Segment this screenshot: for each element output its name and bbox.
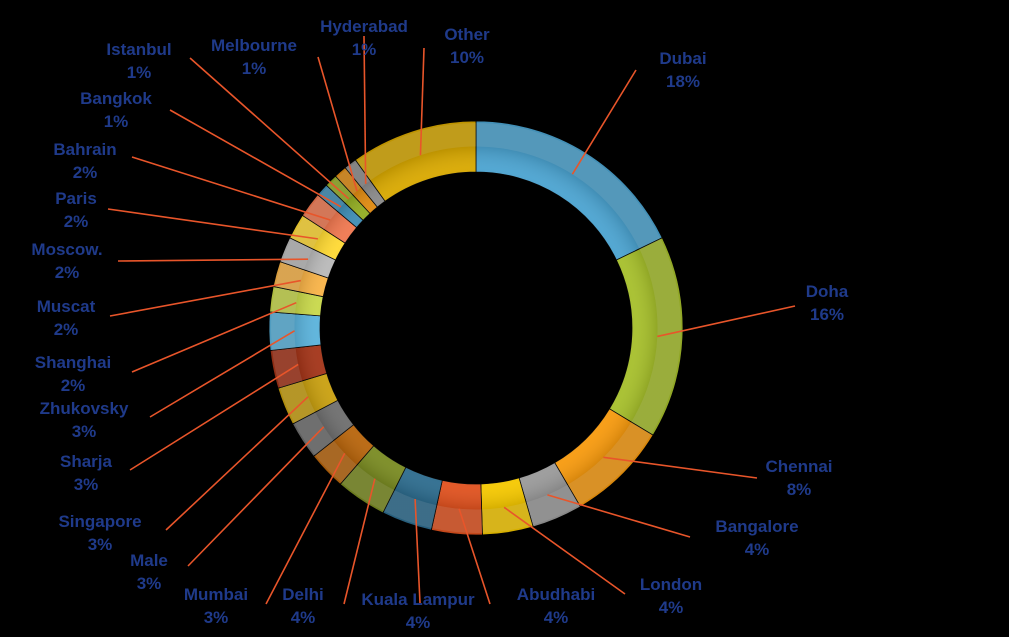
- slice-label-doha: Doha: [806, 282, 849, 301]
- label-group: Dubai 18% Doha 16% Chennai 8% Bangalore 4% Londo…: [31, 17, 848, 632]
- leader-line-delhi: [343, 478, 376, 605]
- slice-value-label-zhukovsky: 3%: [72, 422, 97, 441]
- leader-line-moscow: [117, 258, 309, 262]
- leader-line-abudhabi: [458, 508, 491, 605]
- slice-value-label-bangkok: 1%: [104, 112, 129, 131]
- slice-value-label-doha: 16%: [810, 305, 844, 324]
- slice-value-label-bahrain: 2%: [73, 163, 98, 182]
- slice-label-kuala-lampur: Kuala Lampur: [361, 590, 475, 609]
- slice-value-label-other: 10%: [450, 48, 484, 67]
- slice-label-bangkok: Bangkok: [80, 89, 152, 108]
- leader-line-shanghai: [131, 301, 297, 373]
- leader-line-bangkok: [169, 109, 342, 208]
- slice-label-melbourne: Melbourne: [211, 36, 297, 55]
- leader-line-muscat: [109, 279, 301, 317]
- slice-label-chennai: Chennai: [765, 457, 832, 476]
- leader-line-zhukovsky: [149, 330, 295, 418]
- slice-label-muscat: Muscat: [37, 297, 96, 316]
- slice-value-label-abudhabi: 4%: [544, 608, 569, 627]
- slice-value-label-sharja: 3%: [74, 475, 99, 494]
- leader-line-bahrain: [131, 156, 331, 221]
- slice-label-dubai: Dubai: [659, 49, 706, 68]
- leader-line-sharja: [129, 363, 299, 471]
- slice-label-hyderabad: Hyderabad: [320, 17, 408, 36]
- slice-label-other: Other: [444, 25, 490, 44]
- leader-line-mumbai: [265, 452, 346, 605]
- slice-value-label-istanbul: 1%: [127, 63, 152, 82]
- leader-line-melbourne: [317, 56, 358, 192]
- slice-label-moscow: Moscow.: [31, 240, 102, 259]
- leader-line-singapore: [165, 396, 309, 531]
- slice-label-bangalore: Bangalore: [715, 517, 798, 536]
- slice-label-paris: Paris: [55, 189, 97, 208]
- slice-label-singapore: Singapore: [58, 512, 141, 531]
- slice-label-male: Male: [130, 551, 168, 570]
- leader-line-doha: [657, 305, 796, 338]
- leader-line-male: [187, 426, 325, 567]
- leader-line-group: [107, 35, 796, 605]
- slice-value-label-chennai: 8%: [787, 480, 812, 499]
- slice-value-label-dubai: 18%: [666, 72, 700, 91]
- slice-label-shanghai: Shanghai: [35, 353, 112, 372]
- leader-line-bangalore: [547, 494, 691, 538]
- slice-label-zhukovsky: Zhukovsky: [40, 399, 129, 418]
- leader-line-hyderabad: [363, 35, 367, 184]
- leader-line-chennai: [603, 456, 758, 479]
- slice-value-label-melbourne: 1%: [242, 59, 267, 78]
- slice-value-label-muscat: 2%: [54, 320, 79, 339]
- slice-value-label-delhi: 4%: [291, 608, 316, 627]
- leader-line-istanbul: [189, 57, 350, 200]
- slice-label-abudhabi: Abudhabi: [517, 585, 595, 604]
- slice-label-london: London: [640, 575, 702, 594]
- slice-value-label-shanghai: 2%: [61, 376, 86, 395]
- leader-line-dubai: [571, 69, 637, 175]
- slice-value-label-moscow: 2%: [55, 263, 80, 282]
- slice-label-delhi: Delhi: [282, 585, 324, 604]
- slice-value-label-bangalore: 4%: [745, 540, 770, 559]
- ring-shading: [269, 121, 683, 535]
- leader-line-paris: [107, 208, 318, 240]
- slice-label-istanbul: Istanbul: [106, 40, 171, 59]
- slice-value-label-male: 3%: [137, 574, 162, 593]
- slice-value-label-hyderabad: 1%: [352, 40, 377, 59]
- slice-group: [268, 120, 684, 536]
- slice-label-sharja: Sharja: [60, 452, 113, 471]
- leader-line-london: [503, 506, 626, 595]
- slice-value-label-mumbai: 3%: [204, 608, 229, 627]
- slice-value-label-kuala-lampur: 4%: [406, 613, 431, 632]
- slice-label-bahrain: Bahrain: [53, 140, 116, 159]
- leader-line-other: [419, 47, 425, 156]
- leader-line-kuala-lampur: [414, 498, 421, 604]
- slice-value-label-london: 4%: [659, 598, 684, 617]
- slice-value-label-singapore: 3%: [88, 535, 113, 554]
- slice-value-label-paris: 2%: [64, 212, 89, 231]
- slice-label-mumbai: Mumbai: [184, 585, 248, 604]
